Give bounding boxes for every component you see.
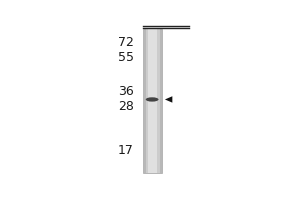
- Text: 72: 72: [118, 36, 134, 49]
- Bar: [146, 29, 160, 173]
- Text: 28: 28: [118, 100, 134, 113]
- Text: 17: 17: [118, 144, 134, 157]
- Bar: [143, 29, 162, 173]
- Text: 55: 55: [118, 51, 134, 64]
- Polygon shape: [165, 96, 172, 103]
- Ellipse shape: [146, 97, 158, 102]
- Bar: [148, 29, 157, 173]
- Text: 36: 36: [118, 85, 134, 98]
